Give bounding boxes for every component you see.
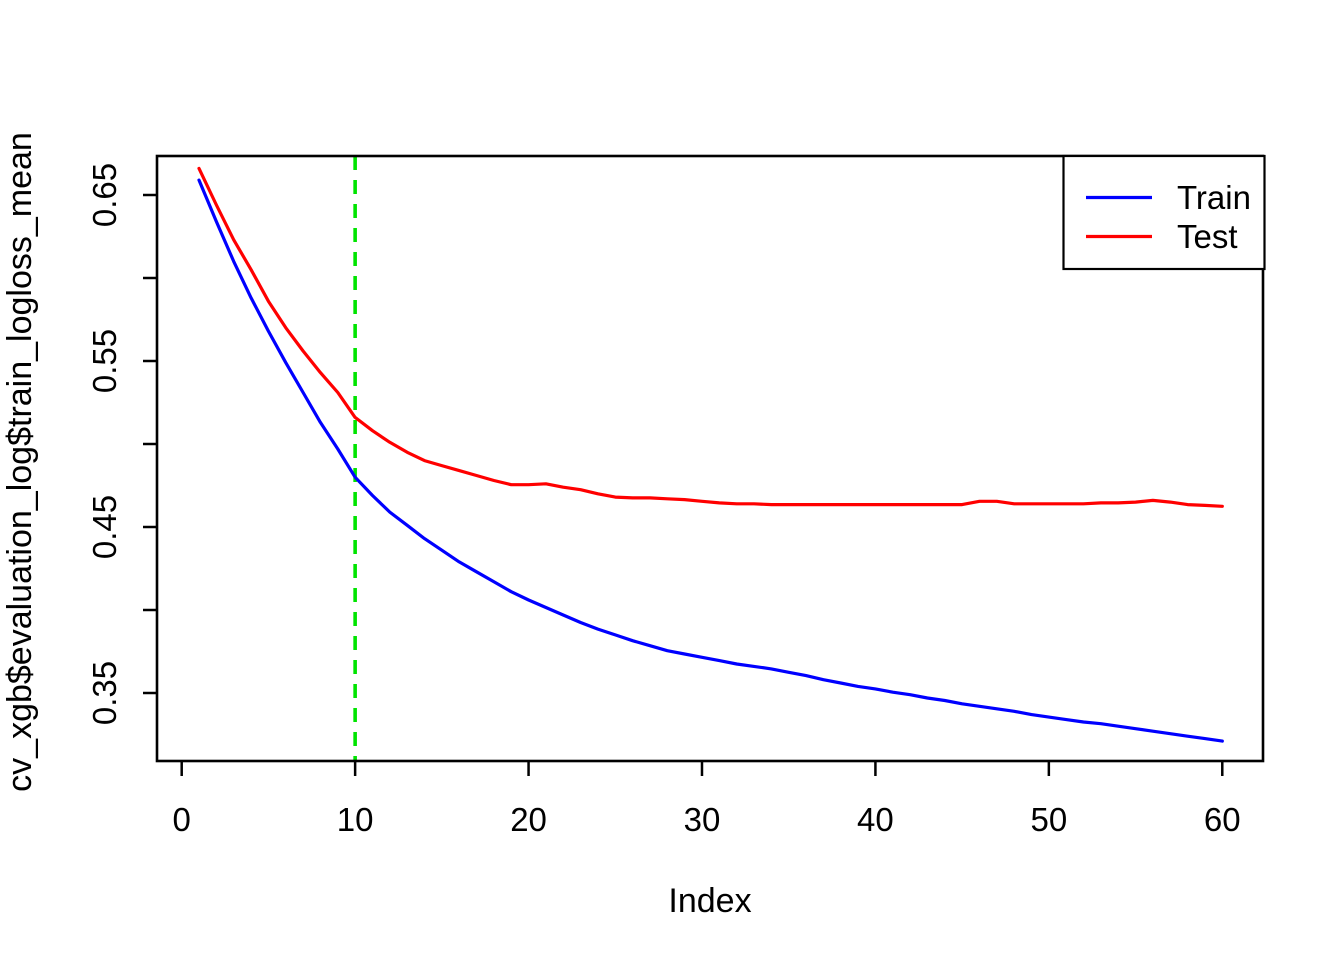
x-tick-label: 60 — [1204, 801, 1241, 838]
y-tick-label: 0.65 — [86, 163, 123, 227]
plot-border — [155, 154, 1265, 763]
x-tick-label: 20 — [510, 801, 547, 838]
x-tick-label: 10 — [337, 801, 374, 838]
test-curve — [197, 166, 1224, 508]
y-tick-label: 0.35 — [86, 661, 123, 725]
x-axis-title: Index — [668, 882, 751, 920]
train-curve — [197, 178, 1224, 743]
legend-train-label: Train — [1177, 179, 1251, 216]
y-axis-title: cv_xgb$evaluation_log$train_logloss_mean — [1, 132, 39, 792]
x-tick-label: 50 — [1030, 801, 1067, 838]
x-tick-label: 0 — [173, 801, 191, 838]
legend: Train Test — [1062, 154, 1266, 271]
y-tick-label: 0.55 — [86, 329, 123, 393]
legend-test-label: Test — [1177, 218, 1238, 255]
legend-box — [1062, 154, 1266, 271]
x-tick-label: 40 — [857, 801, 894, 838]
x-tick-label: 30 — [684, 801, 721, 838]
y-tick-label: 0.45 — [86, 495, 123, 559]
